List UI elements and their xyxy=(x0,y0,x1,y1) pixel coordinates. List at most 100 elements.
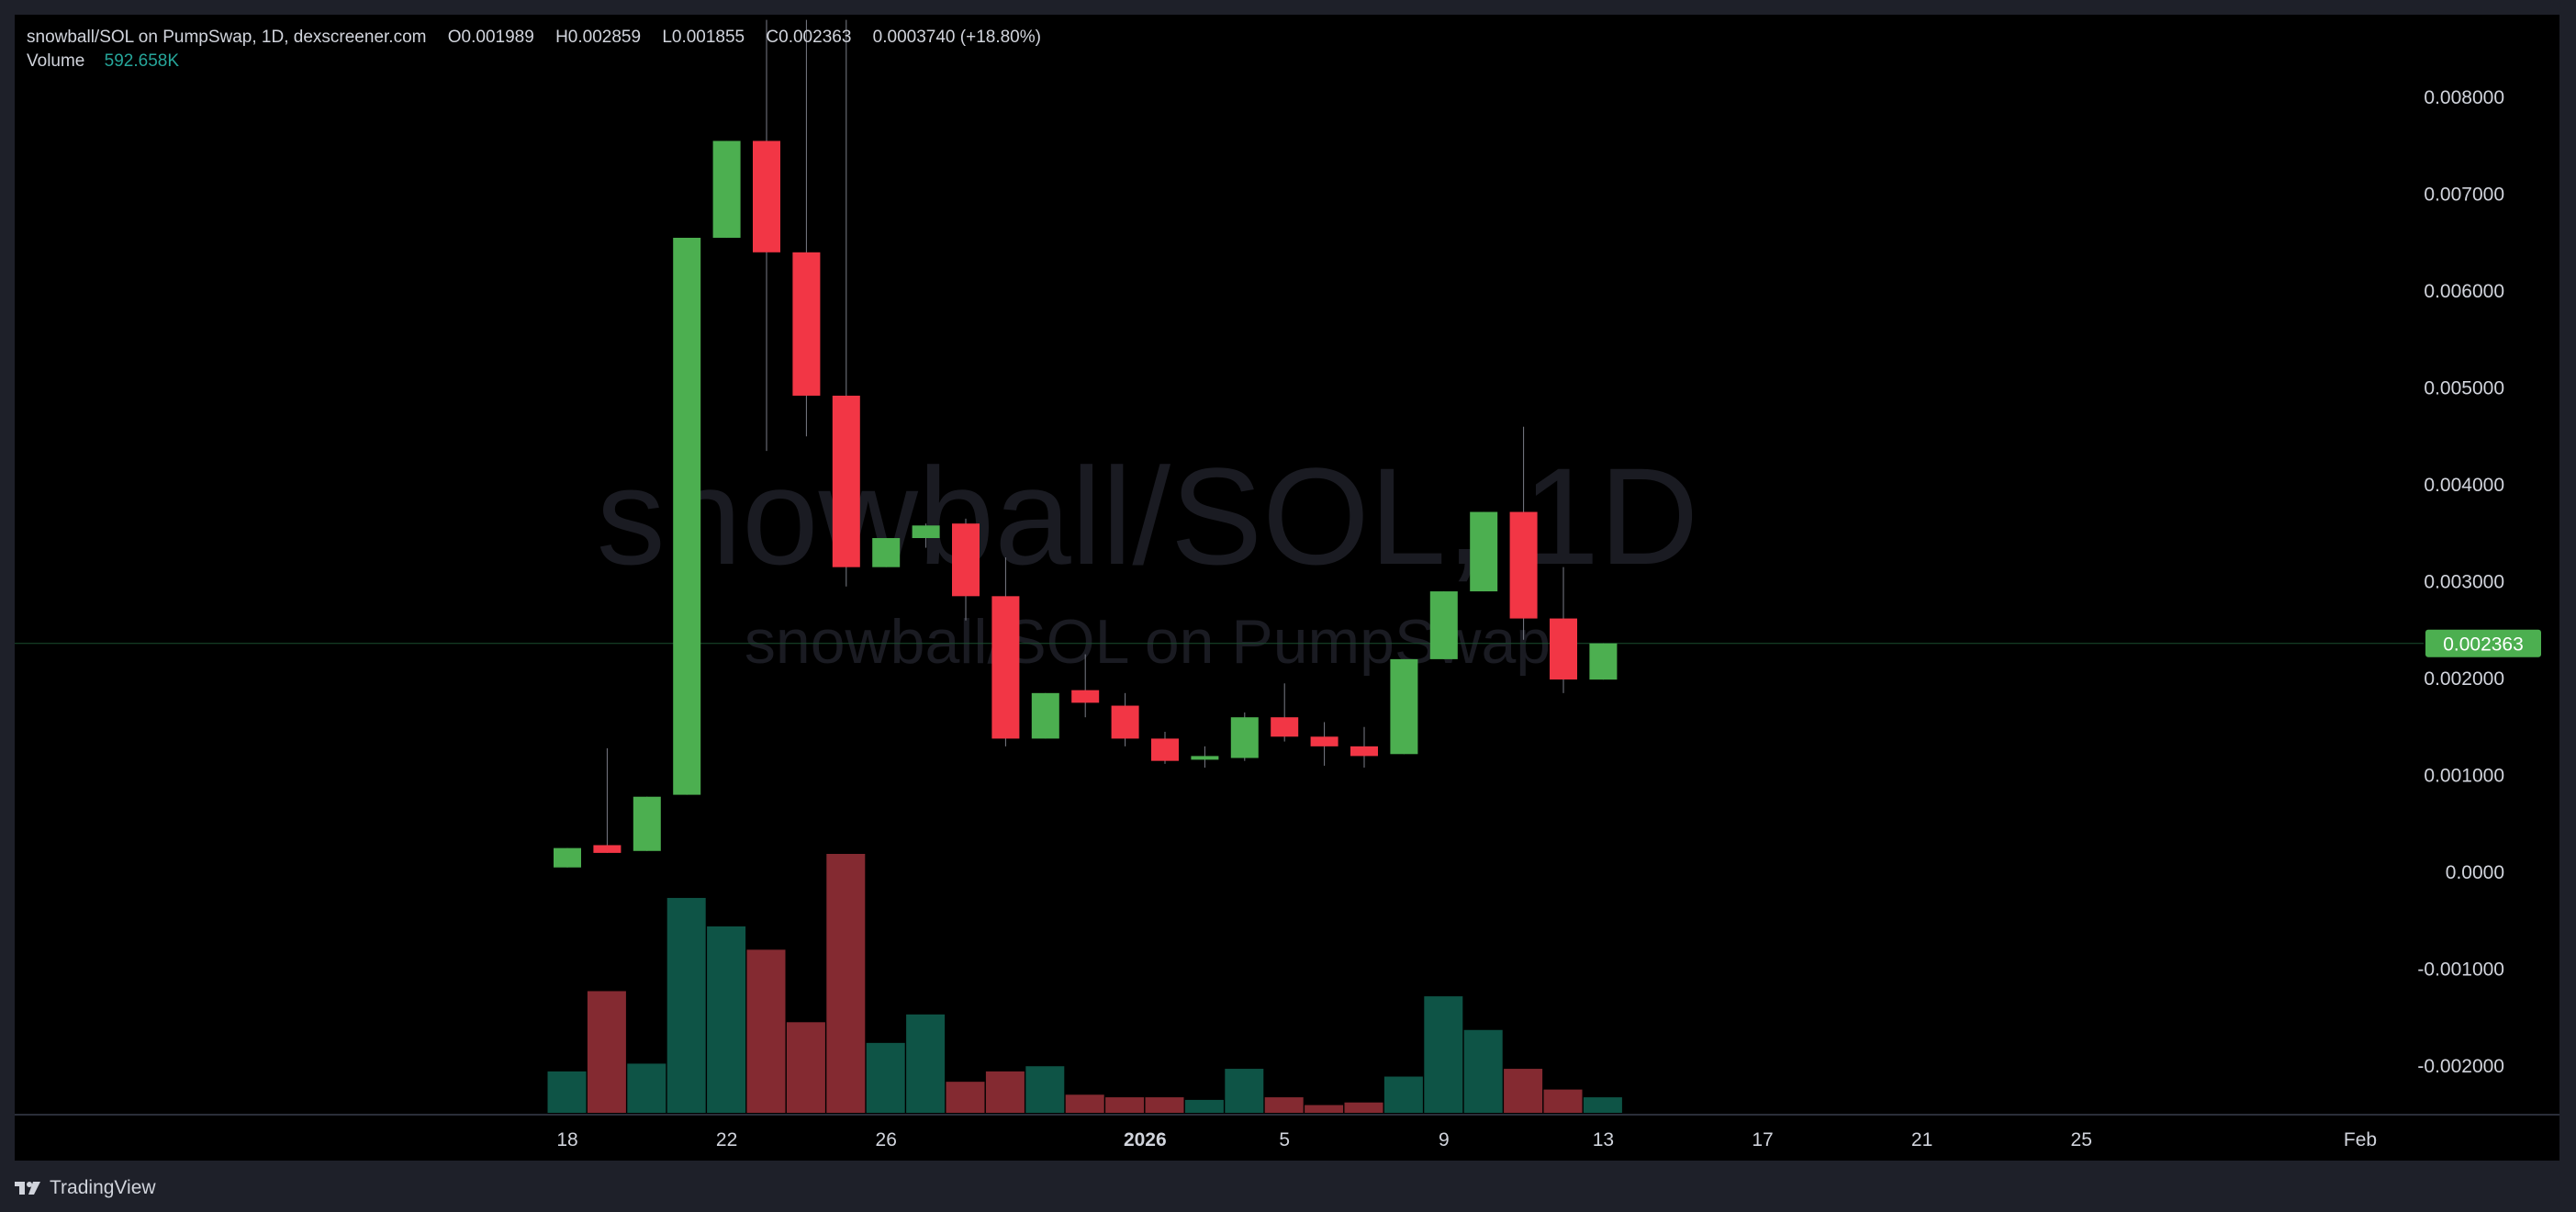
volume-bar xyxy=(985,1071,1025,1113)
chart-pane[interactable]: snowball/SOL, 1D snowball/SOL on PumpSwa… xyxy=(15,15,2559,1161)
time-tick-label: 2026 xyxy=(1124,1129,1167,1150)
candle xyxy=(1071,654,1100,718)
volume-bar xyxy=(946,1082,985,1113)
candle-body xyxy=(1151,738,1179,761)
volume-bar xyxy=(1105,1097,1145,1113)
candle-body xyxy=(952,523,980,597)
volume-bar xyxy=(1145,1097,1184,1113)
volume-bar xyxy=(746,949,786,1113)
candle-body xyxy=(1429,591,1458,659)
footer[interactable]: TradingView xyxy=(15,1175,156,1201)
candle-body xyxy=(991,596,1020,739)
candle-body xyxy=(832,395,860,567)
volume-bar xyxy=(1225,1069,1264,1113)
candle-body xyxy=(1031,692,1059,739)
candle-body xyxy=(554,847,581,868)
candle-body xyxy=(1271,717,1299,737)
high-value: H0.002859 xyxy=(555,28,642,47)
volume-bar xyxy=(1424,996,1463,1113)
candle xyxy=(1429,591,1458,659)
candle-body xyxy=(1310,736,1338,746)
time-tick-label: 26 xyxy=(876,1129,897,1150)
candle-body xyxy=(1509,511,1538,619)
candle xyxy=(1271,683,1299,742)
volume-bar xyxy=(1344,1102,1383,1113)
volume-bar xyxy=(826,854,866,1113)
time-tick-label: 25 xyxy=(2071,1129,2092,1150)
candle xyxy=(912,523,940,548)
volume-bar xyxy=(666,897,706,1113)
candlestick-chart[interactable]: snowball/SOL, 1D snowball/SOL on PumpSwa… xyxy=(15,15,2559,1161)
volume-bar xyxy=(1583,1097,1622,1113)
volume-bar xyxy=(547,1071,587,1113)
price-tick-label: 0.006000 xyxy=(2424,281,2504,302)
volume-bar xyxy=(707,926,746,1113)
volume-bar xyxy=(1025,1066,1065,1113)
candle xyxy=(673,237,701,795)
candle xyxy=(554,847,581,868)
time-axis[interactable]: 18 22 26 2026 5 9 13 17 21 25 Feb xyxy=(556,1129,2377,1150)
volume-label: Volume xyxy=(27,51,85,71)
volume-bar xyxy=(1305,1105,1344,1113)
low-value: L0.001855 xyxy=(662,28,745,47)
volume-legend: Volume 592.658K xyxy=(27,51,179,72)
candle xyxy=(1390,658,1418,755)
volume-bar xyxy=(1184,1099,1224,1113)
candle xyxy=(792,19,821,437)
current-price-badge: 0.002363 xyxy=(2425,629,2541,657)
time-tick-label: Feb xyxy=(2344,1129,2377,1150)
price-tick-label: -0.002000 xyxy=(2417,1056,2504,1077)
time-tick-label: 18 xyxy=(556,1129,577,1150)
watermark-subtitle: snowball/SOL on PumpSwap xyxy=(745,607,1551,677)
volume-bar xyxy=(587,991,626,1113)
volume-bar xyxy=(866,1042,905,1113)
candle xyxy=(1589,643,1618,680)
price-axis[interactable]: 0.008000 0.007000 0.006000 0.005000 0.004000… xyxy=(2417,87,2504,1077)
volume-value: 592.658K xyxy=(104,51,180,71)
candle xyxy=(1350,726,1378,769)
candle xyxy=(1191,746,1219,769)
tradingview-logo-icon xyxy=(15,1180,42,1196)
candle-body xyxy=(912,525,940,539)
price-tick-label: 0.007000 xyxy=(2424,185,2504,206)
current-price-label: 0.002363 xyxy=(2443,634,2524,656)
price-tick-label: 0.003000 xyxy=(2424,572,2504,593)
candle-body xyxy=(712,140,741,238)
candle-body xyxy=(1550,618,1577,680)
candle-body xyxy=(1230,717,1259,758)
time-tick-label: 21 xyxy=(1911,1129,1932,1150)
candle-body xyxy=(1390,658,1418,755)
price-tick-label: -0.001000 xyxy=(2417,960,2504,981)
candle xyxy=(1470,511,1498,592)
candle-body xyxy=(792,252,821,396)
candle-body xyxy=(872,538,901,567)
open-value: O0.001989 xyxy=(447,28,534,47)
volume-bar xyxy=(906,1014,946,1113)
candle-body xyxy=(1350,746,1378,757)
candle xyxy=(1550,567,1577,693)
candle-body xyxy=(1589,643,1618,680)
candle-body xyxy=(1111,705,1139,739)
candle xyxy=(872,538,901,567)
candle-body xyxy=(593,845,622,853)
volume-bar xyxy=(1383,1076,1423,1113)
volume-bar xyxy=(1065,1094,1104,1113)
candle xyxy=(1509,426,1538,640)
candle-body xyxy=(673,237,701,795)
tradingview-brand[interactable]: TradingView xyxy=(50,1177,156,1198)
pair-label: snowball/SOL on PumpSwap, 1D, dexscreene… xyxy=(27,28,427,47)
candle xyxy=(952,518,980,621)
close-value: C0.002363 xyxy=(766,28,852,47)
time-tick-label: 17 xyxy=(1752,1129,1773,1150)
candle-body xyxy=(753,140,780,252)
price-tick-label: 0.001000 xyxy=(2424,766,2504,787)
volume-bar xyxy=(1543,1089,1583,1113)
volume-bar xyxy=(1504,1069,1543,1113)
candle xyxy=(1230,712,1259,761)
volume-bar xyxy=(627,1063,666,1113)
price-tick-label: 0.004000 xyxy=(2424,475,2504,496)
candle xyxy=(1151,732,1179,764)
candles xyxy=(554,19,1618,868)
candle xyxy=(991,557,1020,746)
